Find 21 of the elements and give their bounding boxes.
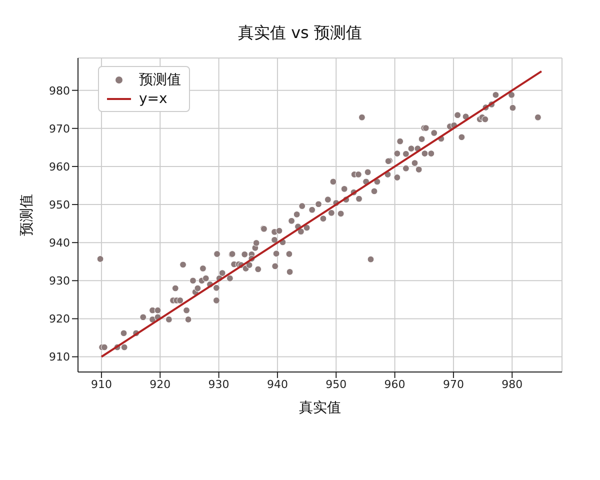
y-tick-label: 920 [49,312,70,326]
y-tick-label: 980 [49,84,70,98]
x-tick-label: 910 [90,378,112,391]
y-tick-label: 960 [49,160,70,174]
x-tick-label: 920 [150,378,171,391]
legend-label: y=x [139,91,168,107]
chart-title: 真实值 vs 预测值 [238,23,362,42]
x-tick-label: 940 [266,378,288,391]
x-tick-label: 950 [326,378,347,391]
y-axis-title: 预测值 [18,194,35,236]
y-tick-label: 950 [49,198,70,212]
y-tick-label: 970 [49,122,70,136]
legend-label: 预测值 [139,71,181,89]
y-tick-label: 930 [49,274,70,288]
x-tick-label: 930 [208,378,230,391]
y-tick-label: 910 [49,350,70,364]
y-tick-label: 940 [49,236,70,250]
x-tick-label: 960 [384,378,406,391]
x-tick-label: 980 [502,378,523,391]
x-axis-title: 真实值 [299,400,341,416]
x-tick-label: 970 [442,378,464,391]
